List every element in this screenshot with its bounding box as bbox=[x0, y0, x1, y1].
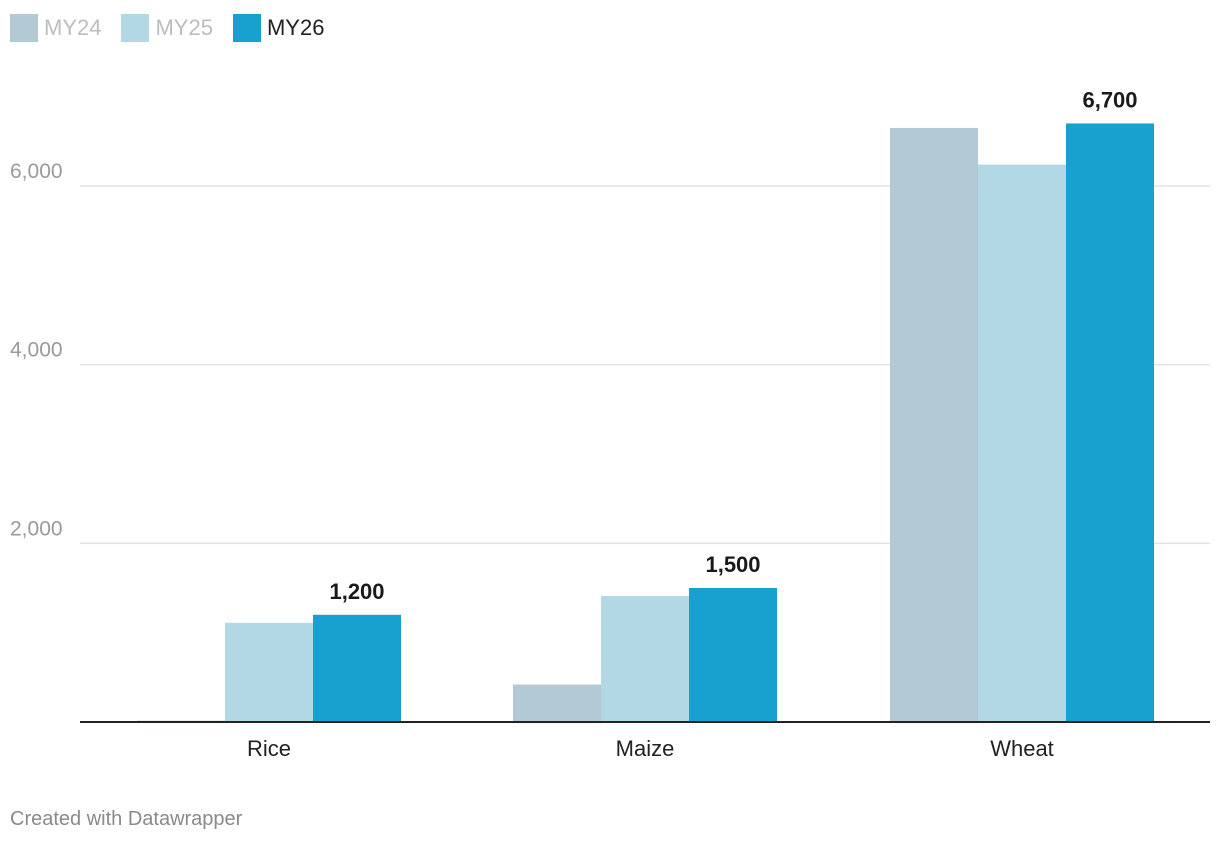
legend-item-my26[interactable]: MY26 bbox=[232, 14, 325, 42]
footer-credit: Created with Datawrapper bbox=[10, 808, 243, 830]
bar-wheat-my24 bbox=[890, 127, 978, 722]
bar-maize-my25 bbox=[601, 596, 689, 722]
data-label-maize: 1,500 bbox=[705, 552, 760, 577]
legend-label-my24: MY24 bbox=[44, 15, 102, 40]
legend-label-my26: MY26 bbox=[266, 15, 325, 40]
legend-swatch-my26 bbox=[232, 14, 261, 42]
bar-rice-my25 bbox=[225, 622, 313, 722]
y-tick-label-4000: 4,000 bbox=[10, 339, 63, 362]
bar-wheat-my26 bbox=[1066, 123, 1154, 722]
data-label-rice: 1,200 bbox=[329, 579, 384, 604]
legend-item-my25[interactable]: MY25 bbox=[121, 14, 213, 42]
legend-item-my24[interactable]: MY24 bbox=[10, 14, 101, 42]
chart-legend: MY24 MY25 MY26 bbox=[10, 14, 344, 42]
x-tick-label-wheat: Wheat bbox=[990, 736, 1054, 761]
bar-maize-my24 bbox=[513, 684, 601, 722]
y-tick-label-6000: 6,000 bbox=[10, 160, 63, 183]
legend-swatch-my25 bbox=[121, 14, 150, 42]
x-tick-label-rice: Rice bbox=[247, 736, 291, 761]
bar-wheat-my25 bbox=[978, 164, 1066, 722]
data-label-wheat: 6,700 bbox=[1082, 87, 1137, 112]
y-tick-label-2000: 2,000 bbox=[10, 517, 63, 540]
bar-maize-my26 bbox=[689, 588, 777, 722]
legend-label-my25: MY25 bbox=[155, 15, 213, 40]
x-tick-label-maize: Maize bbox=[616, 736, 675, 761]
legend-swatch-my24 bbox=[10, 14, 38, 42]
bar-rice-my26 bbox=[313, 614, 401, 722]
